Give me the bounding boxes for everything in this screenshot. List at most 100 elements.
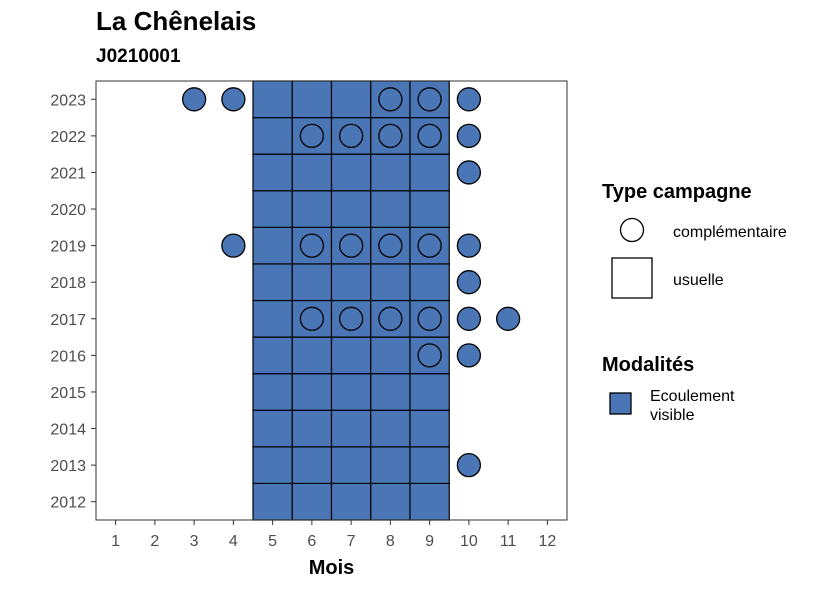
x-tick-label-8: 8	[386, 533, 395, 550]
usuelle-tile-7-2017	[330, 299, 372, 338]
usuelle-tile-8-2023	[370, 80, 411, 119]
usuelle-tile-7-2016	[330, 336, 372, 375]
x-tick-label-5: 5	[268, 533, 277, 550]
usuelle-tile-7-2021	[330, 153, 372, 192]
usuelle-tile-7-2020	[330, 190, 372, 228]
usuelle-tile-8-2022	[370, 116, 411, 155]
usuelle-tile-7-2012	[330, 482, 372, 521]
complementaire-point-4-2019	[221, 233, 246, 258]
y-tick-label-2013: 2013	[50, 458, 86, 475]
usuelle-tile-9-2018	[409, 263, 450, 302]
complementaire-point-10-2018	[456, 270, 482, 295]
usuelle-tile-7-2015	[330, 373, 372, 411]
legend-label-ecoulement-visible: Ecoulement visible	[650, 388, 735, 424]
usuelle-tile-9-2019	[409, 226, 450, 265]
plot-border	[95, 80, 568, 521]
usuelle-tile-5-2021	[252, 153, 293, 192]
complementaire-point-9-2016	[417, 343, 442, 368]
x-tick-label-3: 3	[190, 533, 199, 550]
legend-key-usuelle	[611, 257, 653, 299]
usuelle-tile-6-2022	[291, 116, 333, 155]
complementaire-point-7-2019	[338, 233, 364, 258]
complementaire-filled-points	[181, 87, 521, 478]
usuelle-tiles	[252, 80, 450, 521]
y-tick-label-2021: 2021	[50, 165, 86, 182]
usuelle-tile-9-2023	[409, 80, 450, 119]
legend-title-modalites: Modalités	[602, 354, 694, 376]
complementaire-point-7-2017	[338, 306, 364, 331]
y-tick-label-2015: 2015	[50, 385, 86, 402]
usuelle-tile-9-2013	[409, 446, 450, 485]
usuelle-tile-9-2012	[409, 482, 450, 521]
y-tick-label-2014: 2014	[50, 422, 86, 439]
y-tick-label-2018: 2018	[50, 275, 86, 292]
usuelle-tile-5-2015	[252, 373, 293, 411]
usuelle-tile-5-2023	[252, 80, 293, 119]
usuelle-tile-8-2020	[370, 190, 411, 228]
usuelle-tile-8-2014	[370, 409, 411, 448]
usuelle-tile-7-2014	[330, 409, 372, 448]
usuelle-tile-9-2015	[409, 373, 450, 411]
usuelle-tile-9-2021	[409, 153, 450, 192]
complementaire-point-6-2022	[299, 123, 325, 149]
y-tick-label-2023: 2023	[50, 92, 86, 109]
usuelle-tile-8-2013	[370, 446, 411, 485]
complementaire-point-6-2017	[299, 306, 325, 331]
complementaire-point-11-2017	[495, 306, 521, 331]
usuelle-tile-6-2021	[291, 153, 333, 192]
complementaire-point-8-2017	[378, 306, 403, 331]
usuelle-tile-8-2018	[370, 263, 411, 302]
complementaire-point-8-2023	[378, 87, 403, 112]
usuelle-tile-8-2021	[370, 153, 411, 192]
y-tick-label-2017: 2017	[50, 312, 86, 329]
usuelle-tile-6-2023	[291, 80, 333, 119]
complementaire-point-10-2016	[456, 343, 482, 368]
usuelle-tile-9-2016	[409, 336, 450, 375]
y-tick-label-2012: 2012	[50, 495, 86, 512]
usuelle-tile-8-2015	[370, 373, 411, 411]
usuelle-tile-6-2014	[291, 409, 333, 448]
usuelle-tile-5-2018	[252, 263, 293, 302]
legend-label-complementaire: complémentaire	[673, 224, 787, 241]
complementaire-point-10-2023	[456, 87, 482, 112]
x-tick-label-6: 6	[307, 533, 316, 550]
usuelle-tile-8-2012	[370, 482, 411, 521]
complementaire-point-7-2022	[338, 123, 364, 149]
usuelle-tile-9-2020	[409, 190, 450, 228]
complementaire-point-10-2013	[456, 452, 482, 478]
usuelle-tile-5-2016	[252, 336, 293, 375]
complementaire-point-10-2019	[456, 233, 482, 258]
complementaire-point-4-2023	[221, 87, 246, 112]
y-tick-label-2019: 2019	[50, 239, 86, 256]
usuelle-tile-9-2022	[409, 116, 450, 155]
x-tick-label-4: 4	[229, 533, 238, 550]
complementaire-point-8-2019	[378, 233, 403, 258]
complementaire-point-9-2017	[417, 306, 442, 331]
usuelle-tile-5-2017	[252, 299, 293, 338]
usuelle-tile-7-2018	[330, 263, 372, 302]
usuelle-tile-7-2013	[330, 446, 372, 485]
x-tick-label-2: 2	[150, 533, 159, 550]
usuelle-tile-5-2019	[252, 226, 293, 265]
usuelle-tile-9-2017	[409, 299, 450, 338]
complementaire-point-10-2021	[456, 160, 482, 185]
y-tick-label-2022: 2022	[50, 129, 86, 146]
complementaire-point-9-2023	[417, 87, 442, 112]
x-tick-label-11: 11	[500, 533, 517, 550]
y-tick-label-2016: 2016	[50, 348, 86, 365]
usuelle-tile-7-2019	[330, 226, 372, 265]
chart-subtitle: J0210001	[96, 46, 181, 67]
complementaire-point-6-2019	[299, 233, 325, 258]
complementaire-point-10-2022	[456, 123, 482, 149]
usuelle-tile-5-2013	[252, 446, 293, 485]
usuelle-tile-9-2014	[409, 409, 450, 448]
usuelle-tile-8-2019	[370, 226, 411, 265]
usuelle-tile-6-2020	[291, 190, 333, 228]
usuelle-tile-6-2015	[291, 373, 333, 411]
chart-title: La Chênelais	[96, 6, 257, 36]
complementaire-point-10-2017	[456, 306, 482, 331]
complementaire-hollow-points	[299, 87, 442, 368]
usuelle-tile-6-2012	[291, 482, 333, 521]
usuelle-tile-6-2019	[291, 226, 333, 265]
